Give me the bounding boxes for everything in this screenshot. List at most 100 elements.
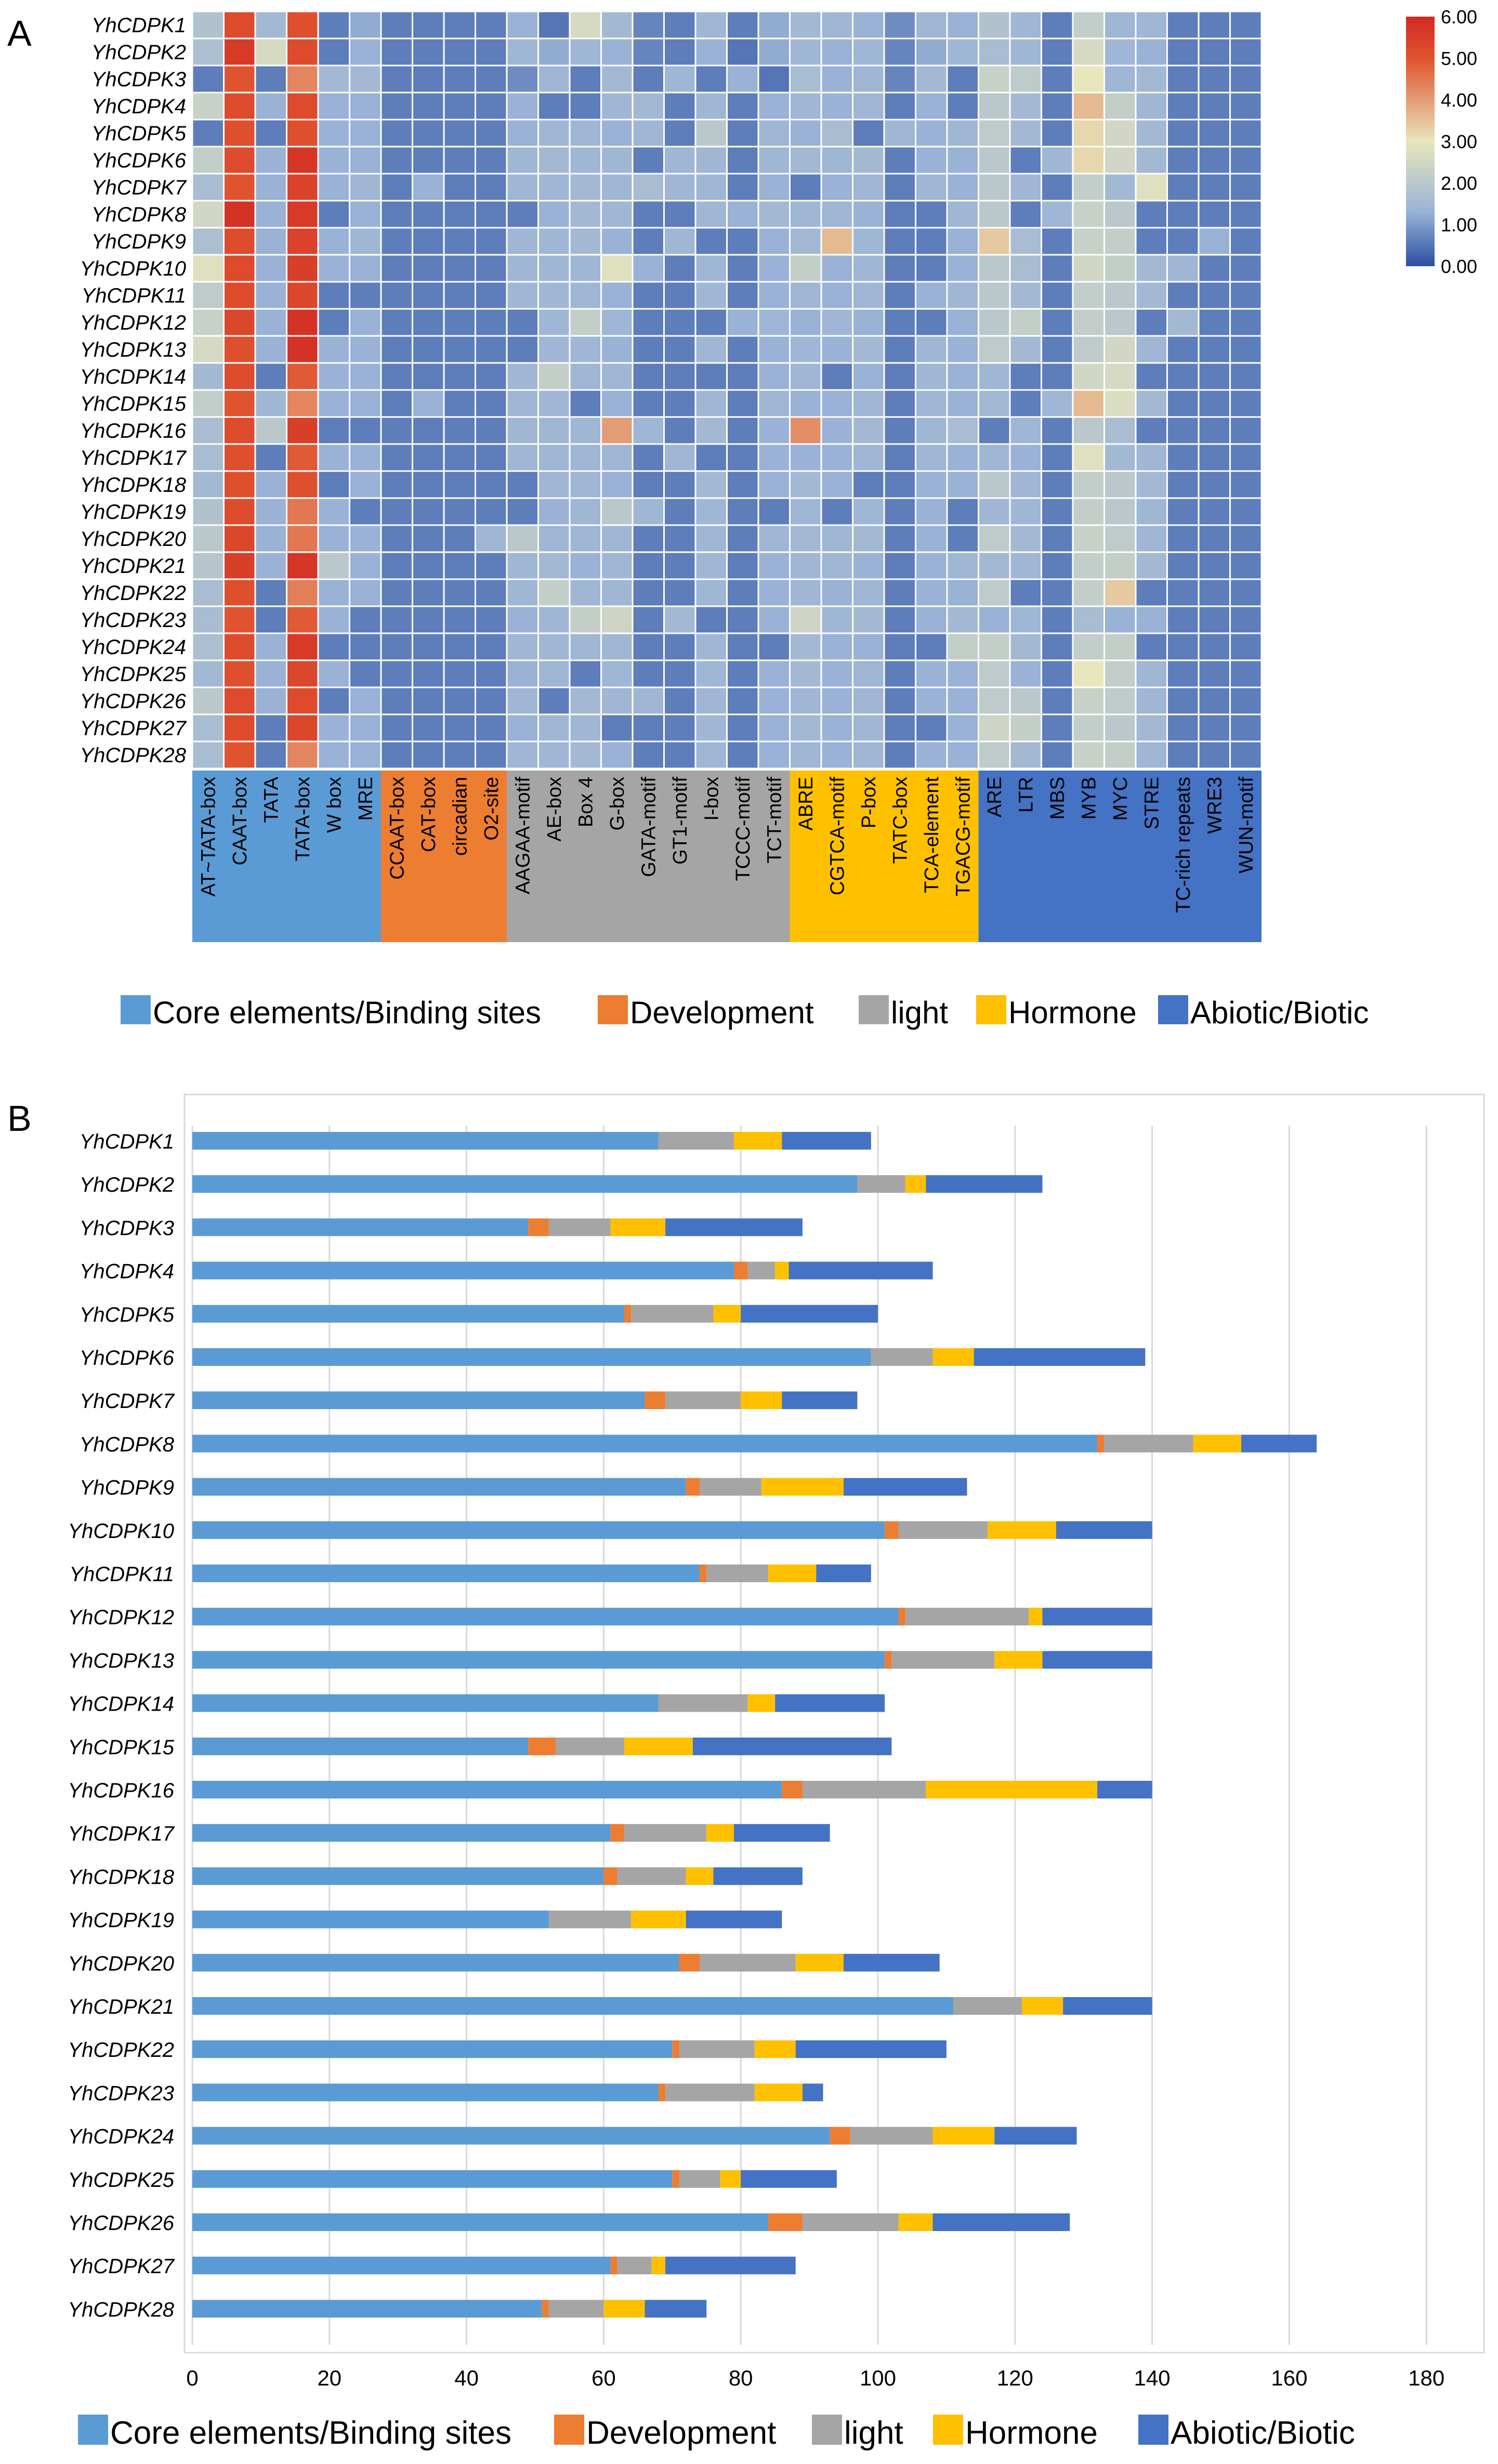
legend-swatch [812,2415,842,2445]
heatmap-cell [254,605,287,634]
bar-segment [775,1261,789,1280]
heatmap-cell [254,362,287,391]
bar-segment [1063,1997,1152,2015]
heatmap-cell [349,578,382,607]
heatmap-cell [1229,389,1263,418]
heatmap-cell [286,10,319,40]
heatmap-cell [317,389,350,418]
heatmap-cell [726,605,759,634]
bar-segment [658,1132,734,1150]
bar-category-label: YhCDPK1 [80,1130,174,1153]
heatmap-cell [569,497,602,526]
bar-segment [631,1305,714,1323]
bar-segment [548,1218,611,1236]
bar-segment [679,2170,720,2188]
bar-segment [192,2213,768,2231]
bar-category-label: YhCDPK15 [68,1736,174,1759]
heatmap-cell [820,227,853,256]
bar-segment [192,2040,673,2058]
colorbar-tick-label: 3.00 [1441,131,1477,152]
heatmap-cell [475,335,508,364]
bar-category-label: YhCDPK25 [68,2169,174,2192]
heatmap-cell [380,362,413,391]
heatmap-cell [286,362,319,391]
heatmap-cell [694,200,728,229]
heatmap-cell [1135,254,1168,283]
heatmap-cell [443,740,476,770]
heatmap-cell [1198,389,1231,418]
heatmap-cell [443,146,476,175]
heatmap-row-label: YhCDPK28 [80,744,186,767]
heatmap-cell [191,335,225,364]
heatmap-row-label: YhCDPK17 [80,447,187,470]
x-tick-label: 80 [729,2366,753,2390]
heatmap-cell [1103,92,1137,121]
heatmap-column-label: TATA [260,776,282,823]
heatmap-cell [632,443,665,472]
heatmap-cell [506,335,539,364]
heatmap-cell [789,740,822,770]
heatmap-cell [223,119,256,148]
bar-segment [192,2170,673,2188]
bar-segment [528,1737,556,1755]
heatmap-cell [1135,524,1168,553]
heatmap-cell [191,497,225,526]
legend-swatch [598,995,628,1024]
heatmap-cell [569,416,602,445]
heatmap-cell [506,173,539,202]
heatmap-cell [317,37,350,67]
heatmap-cell [1009,200,1042,229]
heatmap-cell [412,740,445,770]
heatmap-cell [789,227,822,256]
heatmap-cell [1198,308,1231,337]
heatmap-cell [915,578,948,607]
heatmap-cell [789,578,822,607]
heatmap-column-label: O2-site [481,777,503,840]
heatmap-cell [915,37,948,67]
heatmap-cell [191,308,225,337]
heatmap-cell [915,713,948,742]
heatmap-cell [380,335,413,364]
heatmap-cell [380,632,413,661]
heatmap-cell [537,416,571,445]
heatmap-cell [915,605,948,634]
colorbar-tick-label: 1.00 [1441,214,1477,236]
heatmap-cell [820,254,853,283]
bar-segment [700,1953,796,1972]
bar-segment [192,1175,858,1193]
heatmap-cell [254,64,287,94]
heatmap-cell [757,713,791,742]
heatmap-cell [1229,740,1263,770]
heatmap-cell [600,281,634,310]
heatmap-cell [1198,119,1231,148]
heatmap-cell [1229,92,1263,121]
colorbar-tick-label: 2.00 [1441,173,1477,194]
heatmap-cell [475,605,508,634]
heatmap-cell [537,10,571,40]
heatmap-cell [412,389,445,418]
heatmap-cell [223,632,256,661]
heatmap-cell [1135,632,1168,661]
heatmap-cell [883,497,916,526]
heatmap-cell [600,308,634,337]
heatmap-cell [349,740,382,770]
heatmap-cell [380,64,413,94]
heatmap-cell [254,497,287,526]
heatmap-cell [978,551,1011,580]
heatmap-cell [820,578,853,607]
heatmap-cell [443,64,476,94]
heatmap-column-label: W box [323,777,345,833]
heatmap-cell [1198,416,1231,445]
heatmap-cell [349,524,382,553]
bar-segment [192,1651,885,1669]
heatmap-cell [537,524,571,553]
heatmap-cell [1166,37,1200,67]
heatmap-cell [1009,578,1042,607]
heatmap-cell [412,578,445,607]
heatmap-cell [1041,578,1074,607]
bar-segment [1193,1435,1242,1453]
heatmap-cell [663,632,697,661]
heatmap-cell [1072,524,1105,553]
heatmap-cell [506,416,539,445]
